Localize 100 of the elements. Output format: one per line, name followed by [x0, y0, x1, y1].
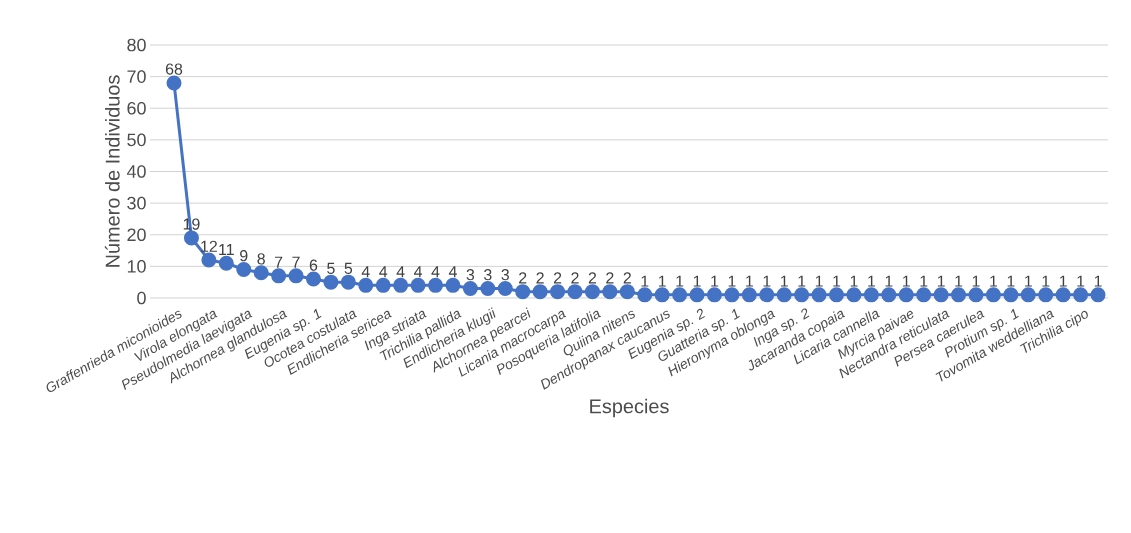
point	[654, 287, 670, 303]
data-label: 12	[201, 240, 217, 252]
point	[759, 287, 775, 303]
data-label: 1	[1077, 275, 1085, 287]
y-tick-label: 50	[127, 133, 146, 147]
data-label: 2	[606, 272, 614, 284]
data-label: 1	[833, 275, 841, 287]
data-label: 1	[1059, 275, 1067, 287]
data-label: 4	[396, 266, 405, 278]
data-label: 1	[850, 275, 858, 287]
data-label: 1	[1025, 275, 1032, 287]
data-label: 2	[623, 272, 631, 284]
data-label: 4	[361, 266, 370, 278]
data-label: 8	[257, 253, 265, 265]
point	[305, 271, 321, 287]
point	[637, 287, 653, 303]
data-label: 2	[536, 272, 544, 284]
data-label: 1	[641, 275, 649, 287]
point	[1003, 287, 1019, 303]
point	[916, 287, 932, 303]
data-label: 1	[868, 275, 876, 287]
data-label: 68	[165, 63, 183, 75]
data-label: 4	[379, 266, 388, 278]
point	[445, 277, 461, 293]
data-label: 1	[990, 275, 998, 287]
point	[881, 287, 897, 303]
point	[340, 274, 356, 290]
x-axis-title: Especies	[590, 398, 669, 418]
point	[323, 274, 339, 290]
point	[689, 287, 705, 303]
data-label: 5	[344, 262, 353, 274]
point	[724, 287, 740, 303]
point	[201, 252, 217, 268]
point	[271, 268, 287, 284]
data-label: 7	[274, 256, 283, 268]
data-label: 6	[309, 259, 318, 271]
y-axis-title: Número de Individuos	[104, 75, 120, 267]
y-tick-label: 30	[127, 196, 146, 210]
data-label: 1	[1007, 275, 1015, 287]
point	[375, 277, 391, 293]
point	[515, 284, 531, 300]
y-tick-label: 70	[127, 70, 146, 83]
point	[619, 284, 635, 300]
point	[497, 281, 513, 296]
data-label: 1	[711, 275, 719, 287]
data-label: 1	[728, 275, 736, 287]
point	[1038, 287, 1054, 303]
y-tick-label: 40	[126, 165, 146, 178]
point	[933, 287, 949, 303]
y-tick-label: 80	[127, 38, 146, 52]
point	[863, 287, 879, 303]
point	[532, 284, 548, 300]
data-label: 1	[658, 275, 666, 287]
point	[1090, 287, 1106, 303]
point	[672, 287, 688, 303]
data-label: 2	[588, 272, 597, 284]
data-label: 4	[414, 266, 423, 278]
point	[567, 284, 583, 300]
data-label: 9	[240, 250, 248, 262]
point	[584, 284, 600, 300]
point	[794, 287, 810, 303]
point	[183, 230, 199, 246]
point	[358, 277, 374, 293]
point	[236, 262, 252, 278]
data-label: 2	[519, 272, 527, 284]
data-label: 1	[1042, 275, 1050, 287]
data-label: 7	[292, 256, 300, 268]
data-label: 1	[972, 275, 980, 287]
point	[829, 287, 845, 303]
data-label: 3	[501, 269, 509, 281]
data-label: 5	[327, 262, 335, 274]
data-label: 1	[798, 275, 806, 287]
y-tick-label: 10	[127, 260, 146, 273]
data-label: 1	[763, 275, 771, 287]
data-label: 1	[937, 275, 945, 287]
point	[985, 287, 1001, 303]
point	[776, 287, 792, 303]
data-label: 1	[693, 275, 701, 287]
point	[410, 277, 426, 293]
data-label: 3	[484, 269, 492, 281]
point	[602, 284, 618, 300]
data-label: 2	[571, 272, 579, 284]
data-label: 1	[1094, 275, 1102, 287]
point	[1055, 287, 1071, 303]
point	[811, 287, 827, 303]
point	[462, 281, 478, 296]
data-label: 11	[219, 244, 234, 255]
point	[218, 255, 234, 271]
point	[253, 265, 269, 281]
data-label: 1	[746, 275, 753, 287]
point	[428, 277, 444, 293]
point	[480, 281, 496, 296]
data-label: 4	[431, 266, 440, 278]
y-tick-label: 20	[127, 228, 146, 242]
point	[846, 287, 862, 303]
data-label: 1	[815, 275, 823, 287]
point	[706, 287, 722, 303]
point	[166, 75, 182, 91]
data-label: 1	[955, 275, 963, 287]
data-label: 2	[553, 272, 562, 284]
